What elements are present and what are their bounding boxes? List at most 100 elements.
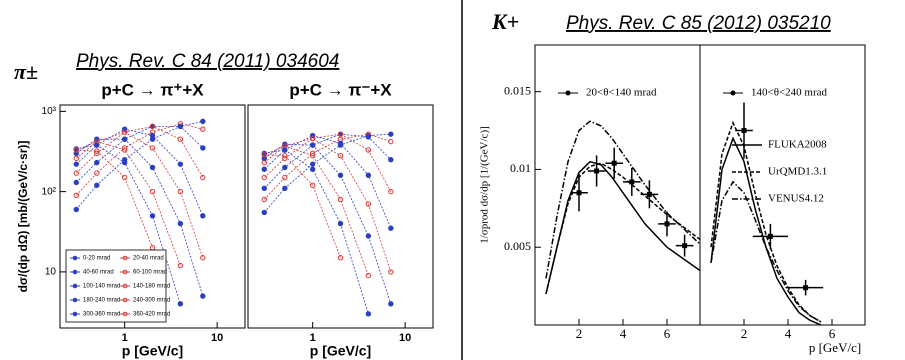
legend-marker bbox=[122, 297, 128, 303]
left-reference: Phys. Rev. C 84 (2011) 034604 bbox=[76, 51, 339, 72]
pion-symbol: π± bbox=[14, 59, 38, 84]
data-point bbox=[200, 213, 206, 219]
annotation-marker bbox=[730, 90, 736, 96]
data-point bbox=[149, 145, 156, 151]
fit-line bbox=[76, 128, 204, 216]
y-axis-label: dσ/(dp dΩ) [mb/(GeV/c·sr)] bbox=[16, 141, 30, 293]
data-point bbox=[261, 209, 267, 216]
legend-marker bbox=[72, 311, 78, 317]
x-tick-label: 2 bbox=[576, 326, 583, 341]
data-point bbox=[282, 155, 288, 162]
data-point bbox=[365, 233, 372, 239]
x-tick-label: 10 bbox=[399, 332, 411, 344]
legend-label: 20-40 mrad bbox=[133, 256, 164, 262]
x-axis-label: p [GeV/c] bbox=[122, 343, 183, 359]
data-point bbox=[94, 142, 100, 148]
legend-label: 300-360 mrad bbox=[83, 312, 120, 318]
legend-marker bbox=[122, 255, 128, 261]
data-point bbox=[365, 147, 372, 153]
data-point bbox=[309, 182, 316, 188]
fit-line bbox=[76, 125, 204, 178]
legend-label: 40-60 mrad bbox=[83, 270, 114, 276]
fit-line bbox=[264, 149, 369, 314]
legend-label: 60-100 mrad bbox=[133, 270, 167, 276]
fit-line bbox=[263, 133, 391, 200]
data-point bbox=[282, 153, 288, 159]
data-point bbox=[282, 174, 288, 181]
x-tick-label: 1 bbox=[122, 332, 128, 344]
fit-line bbox=[76, 141, 181, 266]
y-tick-label: 10³ bbox=[42, 106, 57, 117]
fit-line bbox=[264, 145, 369, 276]
annotation-marker bbox=[565, 90, 571, 96]
data-point bbox=[611, 160, 617, 166]
x-tick-label: 6 bbox=[829, 326, 836, 341]
y-tick-label: 0.01 bbox=[510, 161, 531, 175]
data-point bbox=[388, 225, 394, 231]
data-point bbox=[664, 221, 670, 227]
data-point bbox=[337, 172, 344, 178]
data-point bbox=[576, 190, 582, 196]
data-point bbox=[177, 262, 184, 269]
model-curve bbox=[545, 162, 700, 295]
data-point bbox=[177, 161, 184, 167]
data-point bbox=[594, 168, 600, 174]
legend-marker bbox=[122, 283, 128, 289]
data-point bbox=[261, 166, 267, 172]
data-point bbox=[337, 153, 344, 159]
data-point bbox=[200, 293, 206, 299]
legend-marker bbox=[72, 297, 78, 303]
fit-line bbox=[75, 123, 203, 196]
data-point bbox=[149, 132, 156, 139]
data-point bbox=[149, 164, 156, 171]
chart-title: p+C → π⁺+X bbox=[101, 80, 204, 99]
data-point bbox=[149, 188, 156, 195]
plot-area bbox=[545, 120, 700, 295]
data-point bbox=[73, 161, 79, 167]
legend-label: FLUKA2008 bbox=[768, 139, 827, 151]
data-point bbox=[121, 147, 128, 153]
data-point bbox=[388, 188, 394, 195]
y-tick-label: 10² bbox=[42, 186, 57, 197]
legend-marker bbox=[122, 269, 128, 275]
data-point bbox=[121, 136, 128, 142]
legend-marker bbox=[72, 269, 78, 275]
legend-marker bbox=[72, 255, 78, 261]
data-point bbox=[200, 126, 206, 132]
data-point bbox=[337, 131, 344, 137]
legend-label: 140-180 mrad bbox=[133, 284, 170, 290]
legend-marker bbox=[72, 283, 78, 289]
legend-label: 0-20 mrad bbox=[83, 256, 110, 262]
data-point bbox=[309, 161, 316, 167]
data-point bbox=[177, 136, 184, 142]
annotation: 140<θ<240 mrad bbox=[751, 87, 828, 99]
x-axis-label: p [GeV/c] bbox=[310, 343, 371, 359]
legend-label: 360-420 mrad bbox=[133, 312, 170, 318]
fit-line bbox=[264, 137, 392, 273]
data-point bbox=[94, 159, 100, 166]
data-point bbox=[121, 129, 128, 135]
data-point bbox=[121, 145, 128, 151]
plot-frame bbox=[59, 104, 246, 329]
data-point bbox=[94, 170, 100, 176]
data-point bbox=[177, 301, 184, 307]
data-point bbox=[365, 311, 372, 317]
fit-line bbox=[263, 133, 391, 213]
x-tick-label: 6 bbox=[664, 326, 671, 341]
model-curve bbox=[710, 120, 822, 323]
data-point bbox=[149, 123, 156, 130]
y-tick-label: 10 bbox=[45, 267, 57, 278]
data-point bbox=[149, 213, 156, 219]
plot-frame bbox=[699, 44, 866, 326]
plot-area bbox=[710, 102, 824, 325]
data-point bbox=[337, 255, 344, 261]
right-reference: Phys. Rev. C 85 (2012) 035210 bbox=[566, 13, 831, 34]
data-point bbox=[261, 174, 267, 181]
data-point bbox=[200, 118, 206, 125]
data-point bbox=[767, 233, 773, 239]
fit-line bbox=[76, 131, 204, 258]
data-point bbox=[388, 156, 394, 163]
data-point bbox=[261, 185, 267, 192]
fit-line bbox=[264, 154, 341, 258]
